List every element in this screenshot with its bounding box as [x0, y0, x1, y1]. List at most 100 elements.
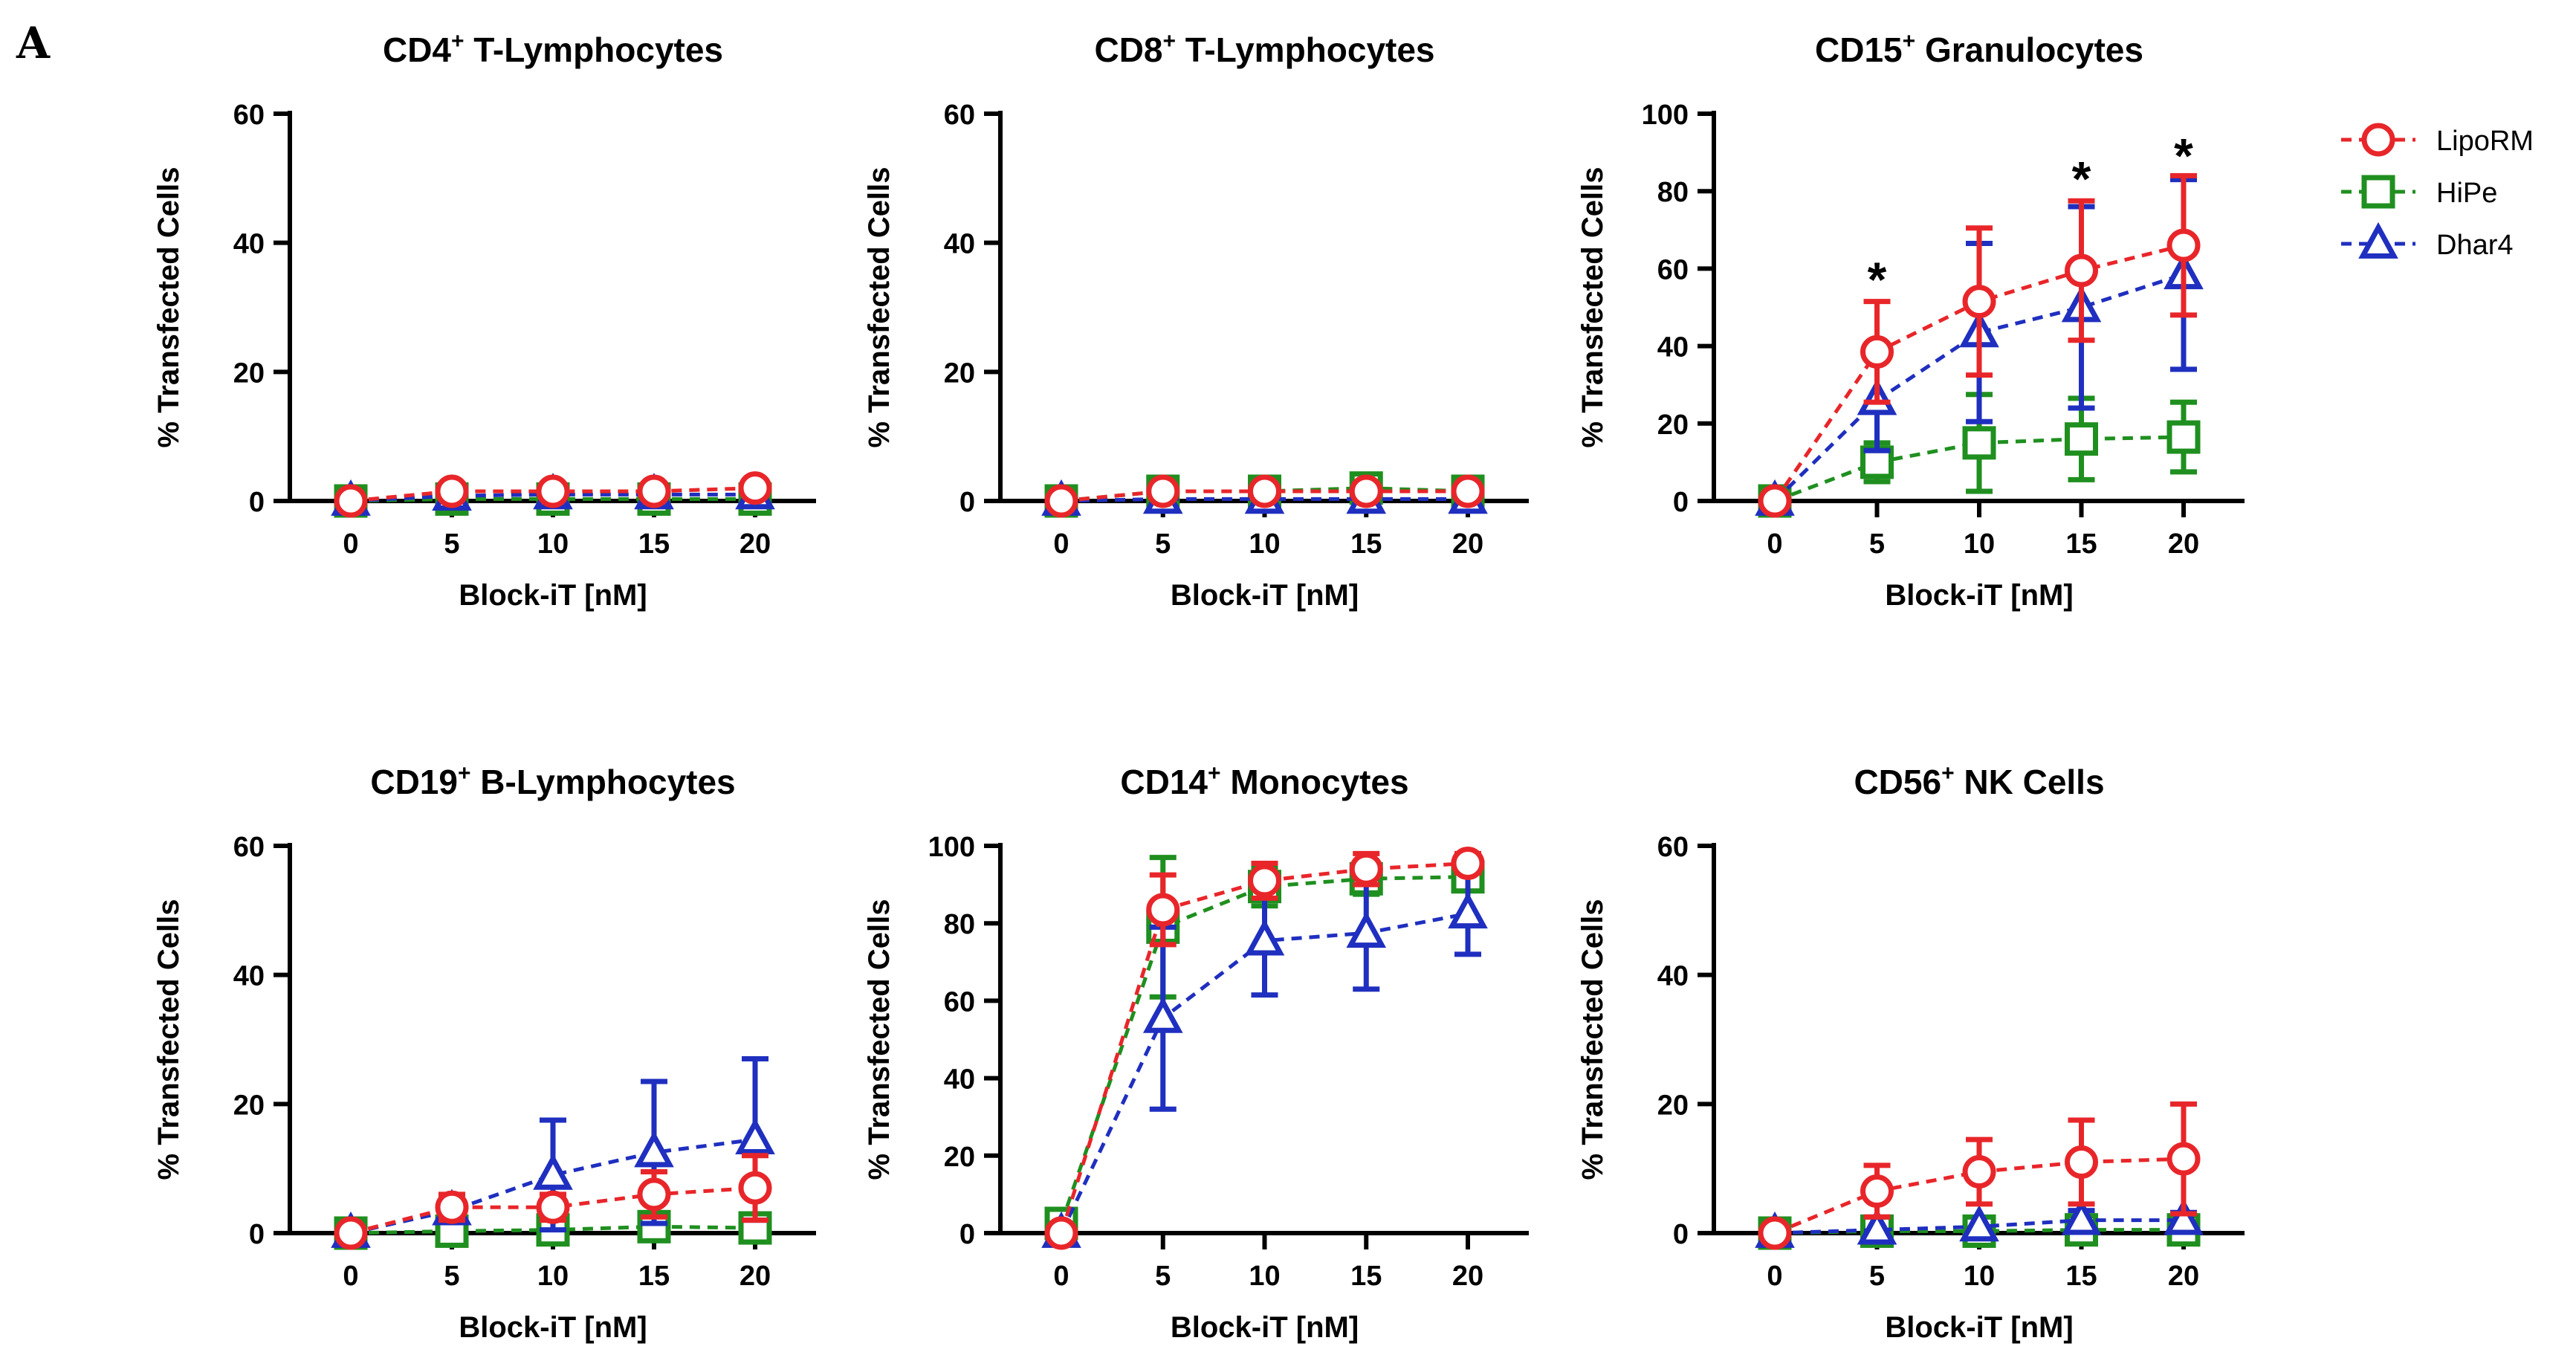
series-liporm	[1044, 846, 1485, 1250]
data-point	[1758, 484, 1792, 518]
chart-title: CD8+ T-Lymphocytes	[1094, 29, 1434, 69]
data-point	[435, 1190, 469, 1224]
x-tick-label: 5	[1869, 1261, 1885, 1292]
data-point	[1860, 1174, 1894, 1209]
data-point	[1962, 285, 1996, 319]
y-tick-label: 80	[1657, 177, 1689, 208]
y-axis-label: % Transfected Cells	[1576, 899, 1609, 1180]
chart-title-main: CD15	[1815, 30, 1903, 69]
series-line	[1774, 435, 2184, 503]
chart-title-sup: +	[1208, 761, 1221, 786]
series-liporm	[1758, 172, 2201, 518]
legend-item-hipe: HiPe	[2341, 175, 2497, 209]
chart-5: CD14+ Monocytes 0 20 40 60 80 100 0 5 10 15 20 Block…	[863, 761, 1529, 1344]
y-axis-label: % Transfected Cells	[863, 167, 896, 448]
series-dhar4	[1041, 870, 1488, 1248]
x-tick-label: 5	[1869, 528, 1885, 560]
x-tick-label: 0	[1053, 528, 1069, 560]
x-tick-label: 5	[444, 528, 459, 560]
y-axis-label: % Transfected Cells	[152, 167, 185, 448]
x-tick-label: 20	[740, 528, 771, 560]
y-tick-label: 40	[944, 1064, 975, 1096]
y-tick-label: 0	[959, 487, 975, 518]
data-point	[637, 1177, 671, 1212]
legend-item-dhar4: Dhar4	[2341, 221, 2514, 261]
x-tick-label: 20	[740, 1261, 771, 1292]
y-tick-label: 20	[944, 1142, 975, 1173]
chart-title-rest: T-Lymphocytes	[1176, 30, 1434, 69]
series-liporm	[1758, 1101, 2201, 1250]
chart-title: CD56+ NK Cells	[1854, 761, 2104, 801]
data-point	[1451, 846, 1485, 880]
data-point	[1142, 996, 1183, 1033]
legend-label: LipoRM	[2436, 126, 2534, 157]
x-tick-label: 10	[537, 1261, 569, 1292]
y-tick-label: 40	[233, 961, 265, 992]
y-tick-label: 20	[233, 358, 265, 389]
y-tick-label: 60	[233, 832, 265, 863]
x-tick-label: 15	[638, 1261, 670, 1292]
data-point	[1857, 1208, 1897, 1245]
data-point	[1349, 852, 1383, 886]
x-axis-label: Block-iT [nM]	[1885, 1311, 2073, 1344]
y-tick-label: 20	[233, 1090, 265, 1121]
y-tick-label: 0	[1673, 1219, 1689, 1250]
y-axis-label: % Transfected Cells	[152, 899, 185, 1180]
chart-title: CD15+ Granulocytes	[1815, 29, 2143, 69]
x-tick-label: 10	[1964, 1261, 1995, 1292]
chart-title-rest: NK Cells	[1955, 763, 2105, 801]
chart-title-rest: T-Lymphocytes	[465, 30, 723, 69]
y-tick-label: 0	[1673, 487, 1689, 518]
y-tick-label: 0	[249, 487, 265, 518]
legend-item-liporm: LipoRM	[2341, 123, 2534, 157]
data-point	[1146, 893, 1180, 927]
series-line	[1059, 875, 1469, 1224]
x-axis-label: Block-iT [nM]	[1885, 579, 2073, 612]
y-axis-label: % Transfected Cells	[1576, 167, 1609, 448]
data-point	[735, 1117, 775, 1154]
data-point	[1146, 474, 1180, 508]
significance-star: *	[1868, 252, 1887, 307]
x-axis-label: Block-iT [nM]	[459, 579, 647, 612]
data-point	[634, 1131, 674, 1168]
series-line	[350, 1137, 756, 1235]
legend-marker	[2358, 221, 2398, 259]
chart-title: CD4+ T-Lymphocytes	[383, 29, 723, 69]
charts-group: CD4+ T-Lymphocytes 0 20 40 60 0 5 10 15 20 Block-i…	[152, 29, 2245, 1344]
legend-marker	[2361, 175, 2395, 209]
x-tick-label: 10	[1964, 528, 1995, 560]
chart-title-main: CD8	[1094, 30, 1162, 69]
data-point	[533, 1153, 573, 1190]
chart-title-rest: Monocytes	[1221, 763, 1409, 801]
x-tick-label: 15	[2065, 528, 2097, 560]
data-point	[1244, 919, 1285, 956]
x-tick-label: 0	[343, 528, 358, 560]
series-line	[1773, 272, 2184, 502]
data-point	[1962, 426, 1996, 460]
y-tick-label: 100	[928, 832, 975, 863]
y-tick-label: 0	[249, 1219, 265, 1250]
significance-star: *	[2072, 152, 2091, 207]
series-liporm	[1044, 474, 1485, 518]
x-tick-label: 15	[1350, 528, 1382, 560]
x-tick-label: 5	[1155, 1261, 1171, 1292]
data-point	[738, 1171, 772, 1205]
chart-title-sup: +	[458, 761, 471, 786]
data-point	[738, 471, 772, 505]
x-axis-label: Block-iT [nM]	[1171, 1311, 1359, 1344]
data-point	[1448, 892, 1488, 929]
data-point	[435, 474, 469, 508]
chart-title-main: CD56	[1854, 763, 1941, 801]
data-point	[1962, 1155, 1996, 1189]
x-tick-label: 10	[537, 528, 569, 560]
data-point	[1758, 1216, 1792, 1250]
y-tick-label: 40	[1657, 961, 1689, 992]
y-tick-label: 100	[1642, 100, 1689, 131]
x-tick-label: 10	[1249, 1261, 1280, 1292]
data-point	[2166, 228, 2201, 262]
series-line	[1059, 861, 1469, 1234]
legend-label: HiPe	[2436, 178, 2497, 209]
chart-title-sup: +	[451, 29, 465, 54]
x-tick-label: 5	[444, 1261, 459, 1292]
